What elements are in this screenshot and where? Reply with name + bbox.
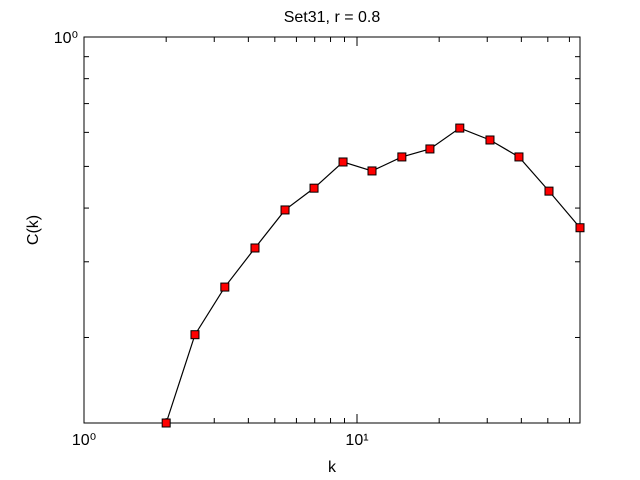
marker [250,243,260,253]
marker [397,152,407,162]
marker [485,135,495,145]
x-axis-label: k [328,459,337,476]
marker [190,330,200,340]
marker [544,186,554,196]
y-axis-label: C(k) [25,215,42,245]
marker [338,157,348,167]
x-tick-label: 10¹ [345,432,368,449]
marker [575,223,585,233]
y-tick-label: 10⁰ [54,30,78,47]
marker [514,152,524,162]
marker [220,282,230,292]
marker [280,205,290,215]
marker [309,183,319,193]
marker [425,144,435,154]
chart-title: Set31, r = 0.8 [284,9,381,26]
marker [367,166,377,176]
plot-area [83,36,581,424]
marker [161,418,171,428]
x-tick-label: 10⁰ [72,432,96,449]
marker [455,123,465,133]
